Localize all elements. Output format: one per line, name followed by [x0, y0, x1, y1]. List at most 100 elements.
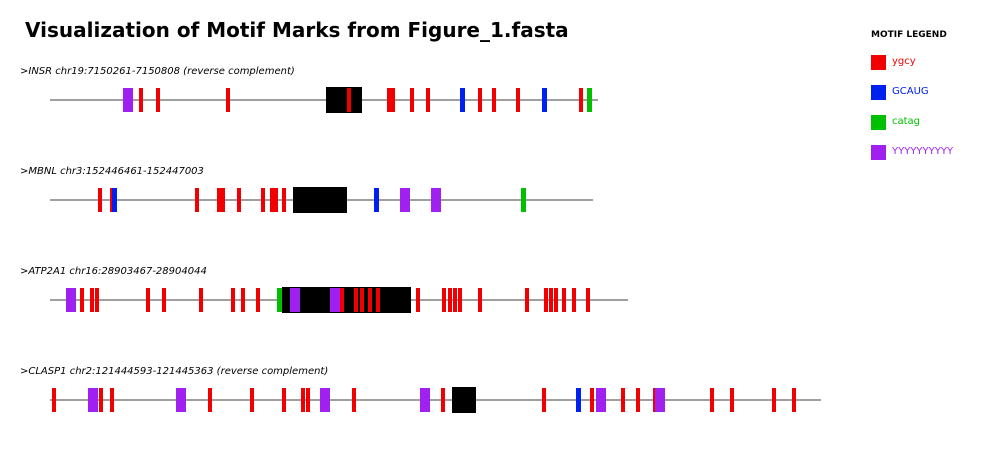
- motif-mark-ygcy: [90, 288, 94, 312]
- motif-mark-catag: [587, 88, 592, 112]
- motif-mark-ygcy: [217, 188, 225, 212]
- motif-mark-yyyyyyyyyy: [66, 288, 76, 312]
- exon-block: [452, 387, 476, 413]
- motif-mark-ygcy: [340, 288, 344, 312]
- motif-mark-ygcy: [110, 388, 114, 412]
- motif-mark-yyyyyyyyyy: [655, 388, 665, 412]
- motif-mark-ygcy: [156, 88, 160, 112]
- sequence-header: >INSR chr19:7150261-7150808 (reverse com…: [20, 66, 295, 77]
- motif-mark-ygcy: [95, 288, 99, 312]
- motif-mark-ygcy: [98, 188, 102, 212]
- motif-mark-ygcy: [542, 388, 546, 412]
- exon-block: [293, 187, 347, 213]
- motif-mark-ygcy: [772, 388, 776, 412]
- motif-mark-ygcy: [586, 288, 590, 312]
- motif-mark-ygcy: [352, 388, 356, 412]
- motif-mark-ygcy: [525, 288, 529, 312]
- motif-mark-ygcy: [354, 288, 358, 312]
- motif-mark-ygcy: [270, 188, 278, 212]
- motif-mark-ygcy: [99, 388, 103, 412]
- motif-mark-gcaug: [112, 188, 117, 212]
- motif-mark-ygcy: [231, 288, 235, 312]
- motif-mark-ygcy: [306, 388, 310, 412]
- motif-mark-yyyyyyyyyy: [330, 288, 340, 312]
- motif-mark-ygcy: [416, 288, 420, 312]
- legend-swatch-yyyyyyyyyy: [871, 145, 886, 160]
- motif-mark-ygcy: [579, 88, 583, 112]
- motif-mark-yyyyyyyyyy: [400, 188, 410, 212]
- motif-mark-ygcy: [516, 88, 520, 112]
- motif-mark-ygcy: [360, 288, 364, 312]
- motif-mark-ygcy: [478, 288, 482, 312]
- motif-mark-ygcy: [544, 288, 548, 312]
- motif-mark-ygcy: [492, 88, 496, 112]
- motif-mark-ygcy: [478, 88, 482, 112]
- motif-mark-yyyyyyyyyy: [420, 388, 430, 412]
- motif-mark-ygcy: [282, 188, 286, 212]
- motif-mark-yyyyyyyyyy: [596, 388, 606, 412]
- motif-mark-ygcy: [441, 388, 445, 412]
- motif-mark-yyyyyyyyyy: [176, 388, 186, 412]
- legend-title: MOTIF LEGEND: [871, 30, 947, 40]
- motif-mark-ygcy: [261, 188, 265, 212]
- legend-swatch-catag: [871, 115, 886, 130]
- legend-swatch-ygcy: [871, 55, 886, 70]
- motif-mark-ygcy: [256, 288, 260, 312]
- motif-mark-ygcy: [554, 288, 558, 312]
- motif-mark-yyyyyyyyyy: [320, 388, 330, 412]
- motif-mark-yyyyyyyyyy: [123, 88, 133, 112]
- motif-mark-ygcy: [636, 388, 640, 412]
- motif-mark-ygcy: [376, 288, 380, 312]
- motif-mark-ygcy: [237, 188, 241, 212]
- legend-label-gcaug: GCAUG: [892, 86, 929, 97]
- motif-mark-ygcy: [410, 88, 414, 112]
- motif-mark-ygcy: [387, 88, 395, 112]
- motif-mark-ygcy: [162, 288, 166, 312]
- sequence-header: >MBNL chr3:152446461-152447003: [20, 166, 204, 177]
- motif-mark-ygcy: [250, 388, 254, 412]
- legend-label-catag: catag: [892, 116, 921, 127]
- motif-mark-gcaug: [542, 88, 547, 112]
- motif-mark-catag: [277, 288, 282, 312]
- motif-mark-ygcy: [241, 288, 245, 312]
- page-title: Visualization of Motif Marks from Figure…: [25, 18, 569, 42]
- exon-block: [282, 287, 411, 313]
- motif-mark-ygcy: [282, 388, 286, 412]
- exon-block: [326, 87, 362, 113]
- legend-label-ygcy: ygcy: [892, 56, 916, 67]
- motif-mark-ygcy: [792, 388, 796, 412]
- motif-mark-catag: [521, 188, 526, 212]
- motif-mark-ygcy: [572, 288, 576, 312]
- motif-mark-yyyyyyyyyy: [290, 288, 300, 312]
- motif-mark-ygcy: [442, 288, 446, 312]
- motif-mark-ygcy: [80, 288, 84, 312]
- motif-mark-ygcy: [347, 88, 351, 112]
- motif-mark-ygcy: [199, 288, 203, 312]
- motif-mark-ygcy: [458, 288, 462, 312]
- motif-mark-ygcy: [139, 88, 143, 112]
- motif-mark-ygcy: [621, 388, 625, 412]
- motif-mark-ygcy: [52, 388, 56, 412]
- motif-mark-gcaug: [374, 188, 379, 212]
- motif-mark-ygcy: [226, 88, 230, 112]
- motif-mark-yyyyyyyyyy: [431, 188, 441, 212]
- motif-mark-ygcy: [730, 388, 734, 412]
- motif-mark-yyyyyyyyyy: [88, 388, 98, 412]
- motif-mark-ygcy: [549, 288, 553, 312]
- motif-mark-ygcy: [301, 388, 305, 412]
- motif-mark-ygcy: [562, 288, 566, 312]
- motif-mark-ygcy: [368, 288, 372, 312]
- motif-mark-ygcy: [208, 388, 212, 412]
- motif-mark-gcaug: [460, 88, 465, 112]
- sequence-header: >ATP2A1 chr16:28903467-28904044: [20, 266, 207, 277]
- motif-mark-ygcy: [710, 388, 714, 412]
- motif-mark-ygcy: [590, 388, 594, 412]
- legend-label-yyyyyyyyyy: YYYYYYYYYY: [892, 146, 954, 157]
- motif-mark-ygcy: [195, 188, 199, 212]
- motif-mark-ygcy: [426, 88, 430, 112]
- motif-mark-ygcy: [146, 288, 150, 312]
- motif-mark-ygcy: [453, 288, 457, 312]
- sequence-header: >CLASP1 chr2:121444593-121445363 (revers…: [20, 366, 329, 377]
- motif-mark-ygcy: [448, 288, 452, 312]
